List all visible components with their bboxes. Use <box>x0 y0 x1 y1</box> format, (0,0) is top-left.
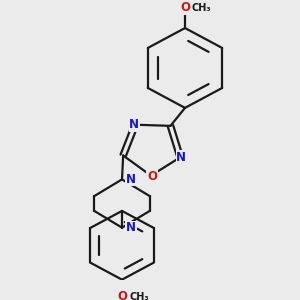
Text: N: N <box>126 173 136 186</box>
Text: O: O <box>117 290 127 300</box>
Text: CH₃: CH₃ <box>129 292 148 300</box>
Text: N: N <box>129 118 139 131</box>
Text: N: N <box>126 221 136 234</box>
Text: O: O <box>147 170 157 183</box>
Text: O: O <box>180 1 190 14</box>
Text: CH₃: CH₃ <box>192 3 212 13</box>
Text: N: N <box>176 151 186 164</box>
